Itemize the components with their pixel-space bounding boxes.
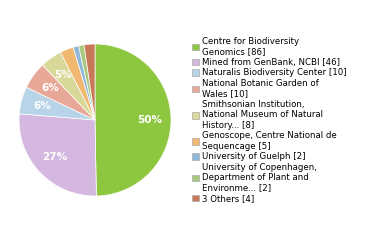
Wedge shape bbox=[43, 52, 95, 120]
Wedge shape bbox=[84, 44, 95, 120]
Text: 6%: 6% bbox=[33, 101, 51, 111]
Text: 5%: 5% bbox=[54, 70, 72, 80]
Legend: Centre for Biodiversity
Genomics [86], Mined from GenBank, NCBI [46], Naturalis : Centre for Biodiversity Genomics [86], M… bbox=[190, 35, 348, 205]
Wedge shape bbox=[26, 65, 95, 120]
Wedge shape bbox=[95, 44, 171, 196]
Text: 6%: 6% bbox=[42, 83, 60, 93]
Wedge shape bbox=[73, 46, 95, 120]
Wedge shape bbox=[19, 114, 97, 196]
Text: 50%: 50% bbox=[137, 114, 162, 125]
Wedge shape bbox=[79, 45, 95, 120]
Wedge shape bbox=[19, 87, 95, 120]
Wedge shape bbox=[60, 47, 95, 120]
Text: 27%: 27% bbox=[43, 152, 68, 162]
